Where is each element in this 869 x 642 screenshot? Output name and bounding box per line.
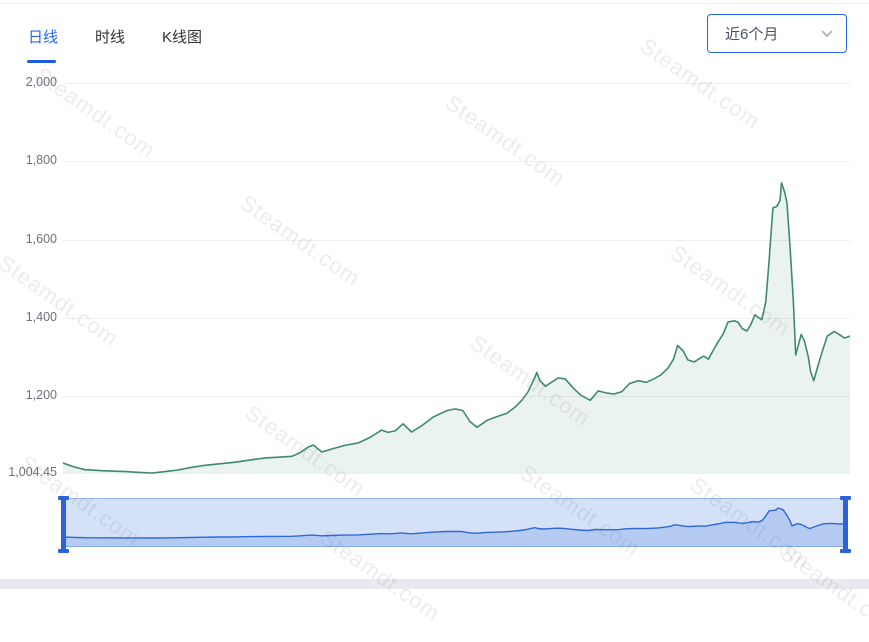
navigator-line — [64, 507, 846, 539]
navigator-mini-chart — [64, 507, 846, 547]
gridline — [63, 396, 850, 398]
time-range-value: 近6个月 — [725, 26, 779, 43]
gridline — [63, 83, 850, 84]
price-line — [63, 182, 850, 474]
y-axis-label: 2,000 — [25, 75, 57, 89]
price-area-chart[interactable] — [63, 70, 850, 480]
tab-daily-line[interactable]: 日线 — [28, 29, 59, 46]
navigator-selected-region[interactable] — [64, 498, 846, 547]
gridline — [63, 318, 850, 319]
tab-hourly-line[interactable]: 时线 — [95, 29, 126, 46]
tab-kline-chart[interactable]: K线图 — [162, 29, 203, 46]
y-axis-label: 1,800 — [25, 153, 57, 168]
price-area-fill — [63, 182, 850, 473]
data-zoom-navigator[interactable] — [64, 498, 846, 547]
navigator-left-handle[interactable] — [58, 496, 69, 553]
active-tab-underline — [27, 60, 56, 63]
y-axis: 2,000 1,800 1,600 1,400 1,200 1,004.45 — [8, 75, 850, 479]
time-range-select[interactable]: 近6个月 — [707, 14, 847, 53]
y-axis-label: 1,200 — [25, 388, 57, 403]
y-axis-label: 1,600 — [25, 231, 57, 246]
navigator-right-handle[interactable] — [840, 496, 851, 553]
gridline — [63, 473, 850, 474]
top-divider — [0, 3, 869, 4]
chart-toolbar: 日线 时线 K线图 近6个月 — [0, 0, 869, 70]
y-axis-label: 1,400 — [25, 310, 57, 324]
gridline — [63, 239, 850, 241]
bottom-section-edge — [0, 579, 869, 589]
y-axis-label: 1,004.45 — [8, 465, 57, 479]
chevron-down-icon — [821, 30, 833, 38]
navigator-area-fill — [64, 508, 846, 547]
gridline — [63, 161, 850, 163]
